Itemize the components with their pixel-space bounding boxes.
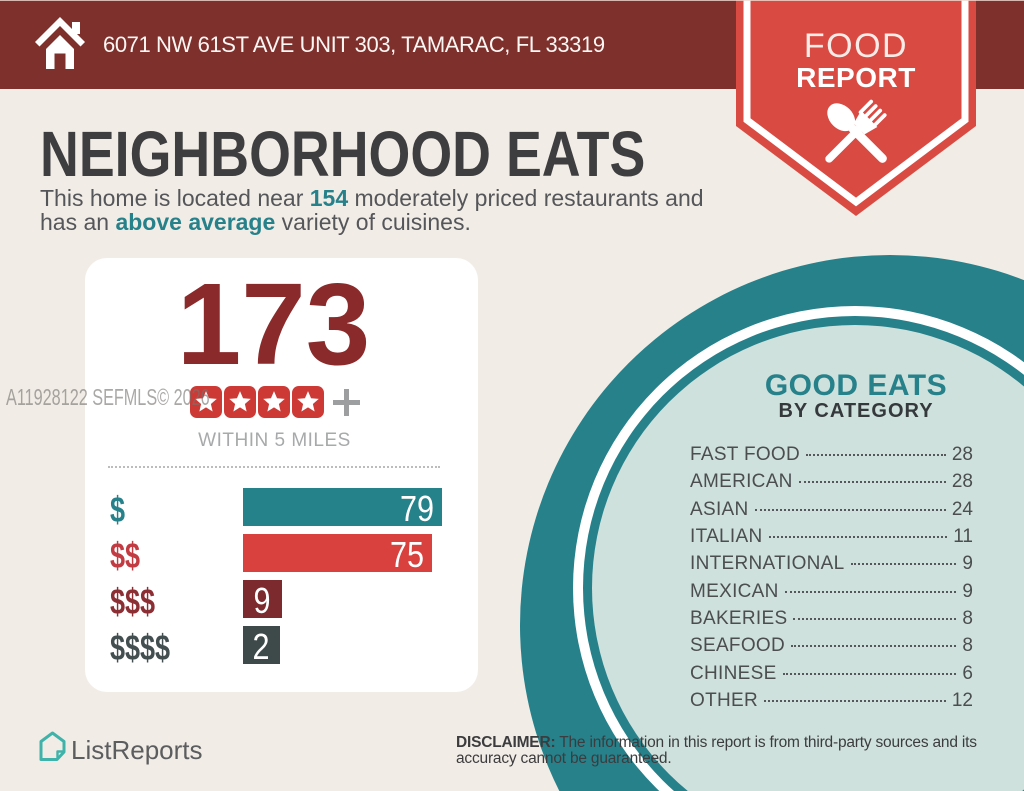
svg-text:FOOD: FOOD bbox=[804, 27, 908, 65]
svg-text:REPORT: REPORT bbox=[796, 62, 916, 93]
